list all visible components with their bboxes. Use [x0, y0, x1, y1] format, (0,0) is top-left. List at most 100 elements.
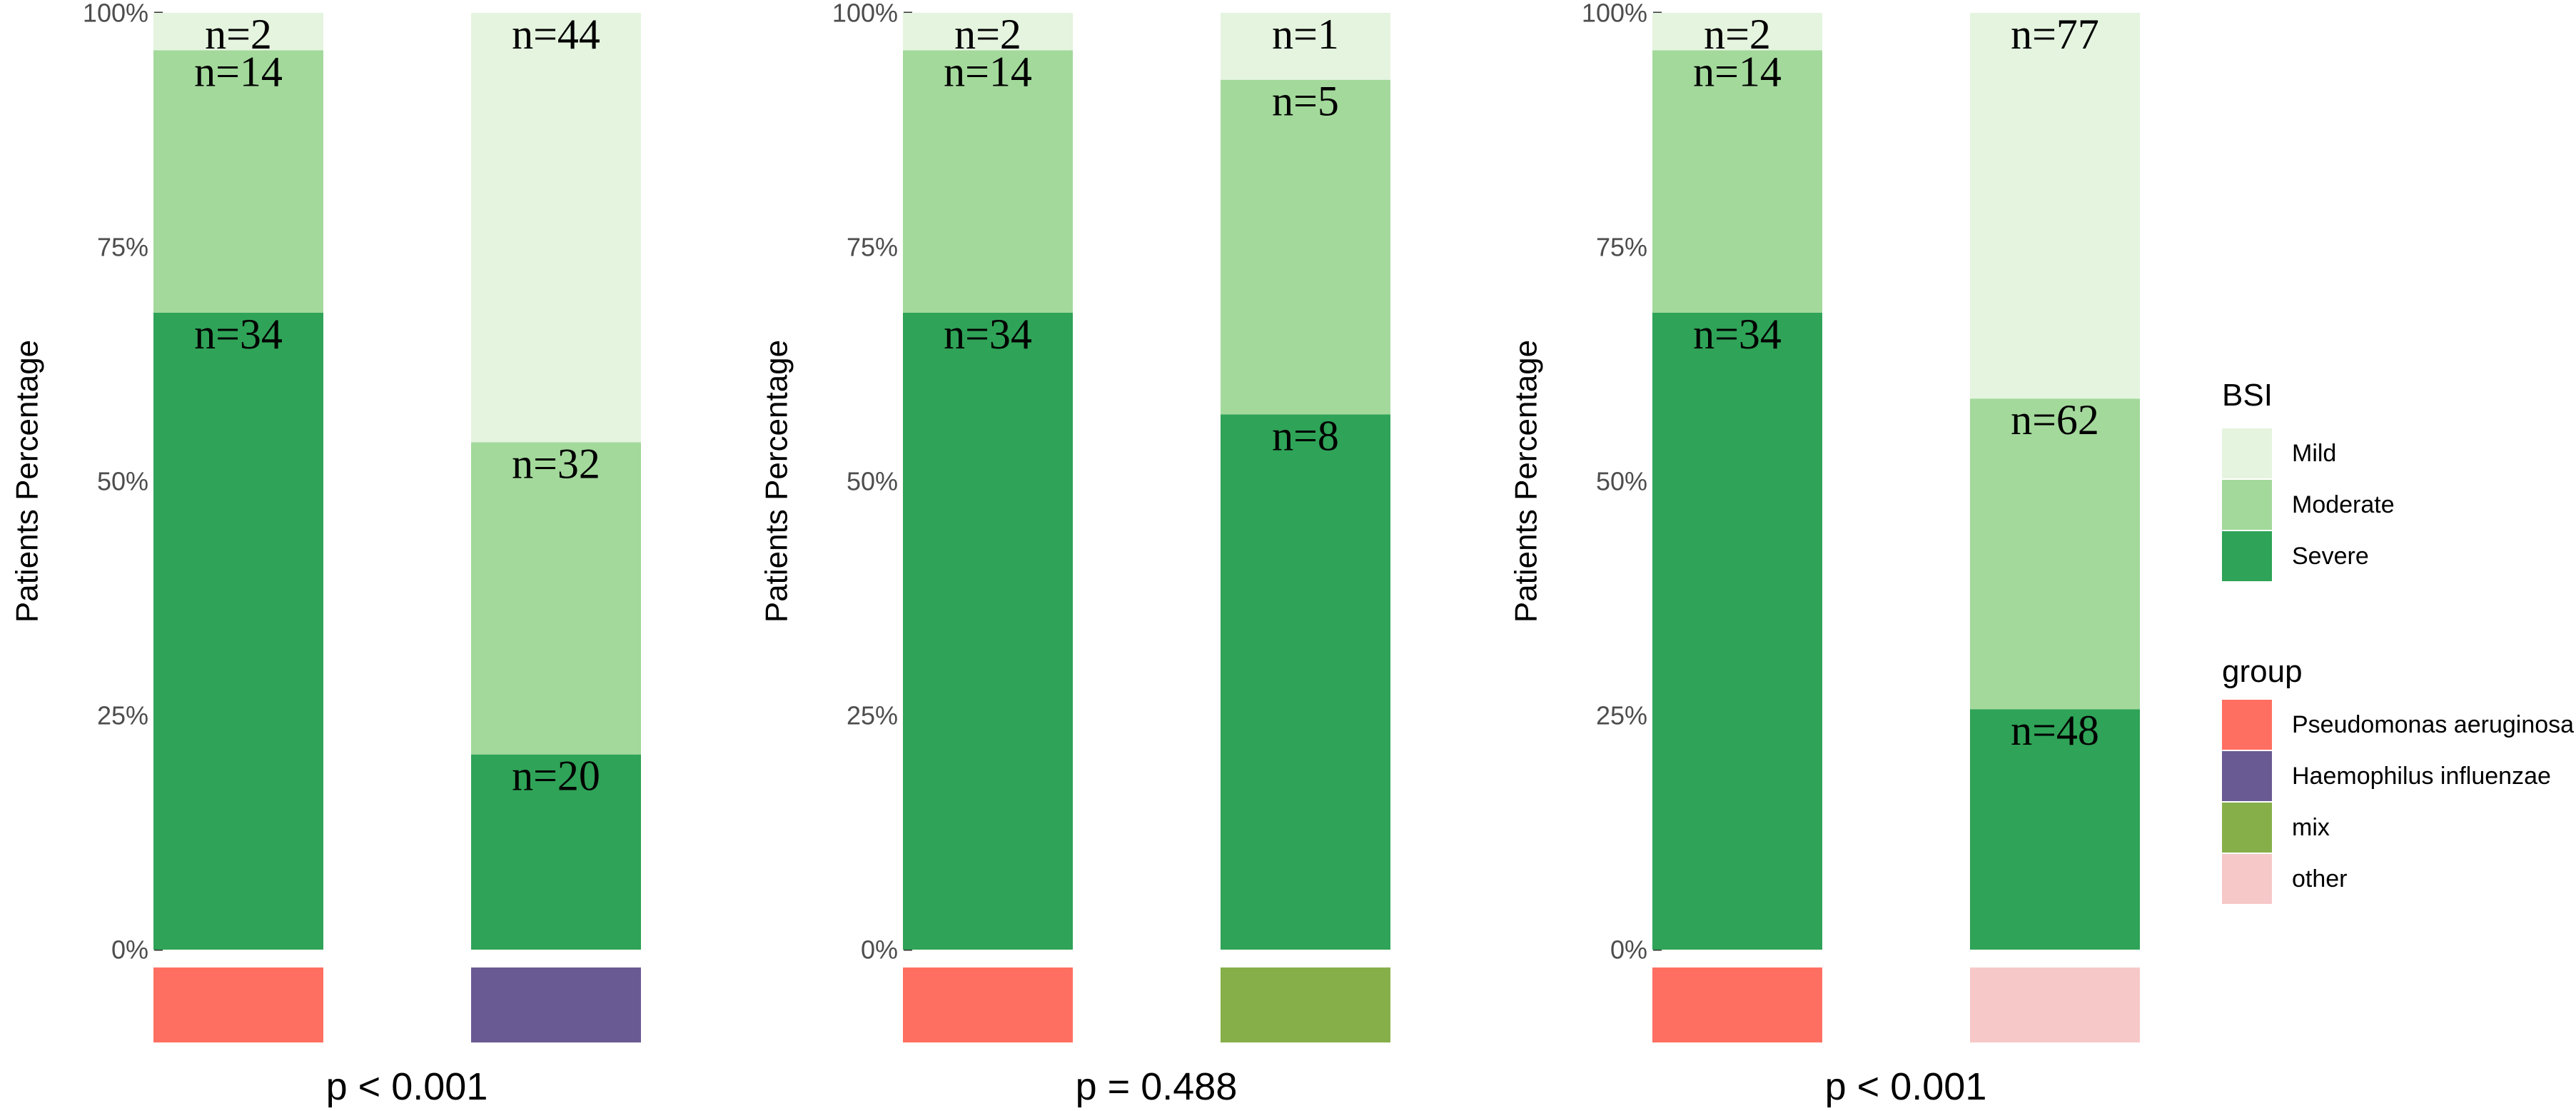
panels-layer: Patients Percentage0%25%50%75%100%n=34n=… [10, 0, 2140, 1108]
data-label-severe: n=34 [1693, 311, 1782, 358]
panel-1: Patients Percentage0%25%50%75%100%n=34n=… [10, 0, 641, 1108]
bar-segment-mild [1652, 13, 1822, 51]
bar-segment-mild [1970, 13, 2140, 399]
panel-3: Patients Percentage0%25%50%75%100%n=34n=… [1509, 0, 2140, 1108]
y-tick-label: 25% [1596, 701, 1647, 730]
legend-label: mix [2292, 814, 2330, 841]
bar-segment-mild [903, 13, 1073, 51]
legend-title: group [2222, 654, 2303, 689]
legend-label: Haemophilus influenzae [2292, 763, 2551, 790]
data-label-mild: n=2 [954, 11, 1021, 58]
legend-label: Mild [2292, 440, 2336, 467]
data-label-moderate: n=14 [944, 48, 1032, 95]
data-label-moderate: n=5 [1272, 78, 1339, 125]
legend-layer: BSI Mild Moderate Severe group Pseudomonas ae… [2222, 378, 2574, 904]
y-axis-label: Patients Percentage [1509, 340, 1544, 623]
y-tick-label: 0% [861, 935, 898, 965]
y-tick-label: 50% [1596, 467, 1647, 496]
legend-label: Severe [2292, 543, 2369, 570]
legend-item: Haemophilus influenzae [2222, 751, 2551, 801]
bar-segment-severe [471, 754, 641, 950]
bar-segment-moderate [903, 50, 1073, 313]
bar-segment-moderate [1970, 398, 2140, 710]
bar-segment-severe [1970, 709, 2140, 950]
y-tick-label: 100% [83, 0, 148, 28]
legend-key [2222, 480, 2272, 530]
y-axis-label: Patients Percentage [10, 340, 45, 623]
y-axis-label: Patients Percentage [759, 340, 794, 623]
data-label-mild: n=1 [1272, 11, 1339, 58]
group-strip [471, 967, 641, 1042]
group-strip [153, 967, 323, 1042]
bar-segment-moderate [471, 442, 641, 755]
bar-segment-moderate [1221, 79, 1390, 415]
bar-2: n=48 n=62 n=77 [1970, 11, 2140, 1042]
data-label-moderate: n=62 [2011, 396, 2099, 443]
legend-title: BSI [2222, 378, 2273, 413]
data-label-mild: n=2 [205, 11, 272, 58]
group-strip [1221, 967, 1390, 1042]
group-strip [903, 967, 1073, 1042]
bar-segment-mild [153, 13, 323, 51]
bar-segment-moderate [153, 50, 323, 313]
y-tick-label: 50% [847, 467, 898, 496]
legend-key [2222, 854, 2272, 904]
data-label-severe: n=8 [1272, 412, 1339, 459]
bar-segment-moderate [1652, 50, 1822, 313]
legend-key [2222, 751, 2272, 801]
bar-segment-severe [1652, 312, 1822, 950]
legend-group: group Pseudomonas aeruginosa Haemophilus i… [2222, 654, 2574, 904]
legend-key [2222, 803, 2272, 853]
legend-item: Pseudomonas aeruginosa [2222, 700, 2574, 750]
legend-label: other [2292, 865, 2348, 893]
bar-1: n=34 n=14n=2 [153, 11, 323, 1042]
p-value-label: p < 0.001 [326, 1065, 488, 1108]
y-tick-label: 0% [111, 935, 148, 965]
legend-item: Moderate [2222, 480, 2395, 530]
legend-item: mix [2222, 803, 2330, 853]
y-tick-label: 25% [97, 701, 148, 730]
legend-label: Pseudomonas aeruginosa [2292, 711, 2574, 738]
legend-item: other [2222, 854, 2348, 904]
data-label-mild: n=44 [512, 11, 600, 58]
group-strip [1970, 967, 2140, 1042]
group-strip [1652, 967, 1822, 1042]
data-label-moderate: n=14 [1693, 48, 1782, 95]
bar-2: n=20 n=32 n=44 [471, 11, 641, 1042]
y-tick-label: 75% [97, 233, 148, 262]
y-tick-label: 0% [1610, 935, 1647, 965]
data-label-mild: n=77 [2011, 11, 2099, 58]
bar-segment-severe [1221, 414, 1390, 950]
data-label-moderate: n=32 [512, 440, 600, 487]
y-tick-label: 100% [1582, 0, 1647, 28]
bar-2: n=8 n=5 n=1 [1221, 11, 1390, 1042]
y-tick-label: 75% [847, 233, 898, 262]
bar-segment-mild [471, 13, 641, 443]
legend-bsi: BSI Mild Moderate Severe [2222, 378, 2395, 581]
bar-segment-severe [903, 312, 1073, 950]
y-tick-label: 100% [832, 0, 898, 28]
bar-segment-severe [153, 312, 323, 950]
bar-1: n=34 n=14n=2 [1652, 11, 1822, 1042]
data-label-severe: n=34 [194, 311, 283, 358]
bar-segment-mild [1221, 13, 1390, 80]
legend-item: Severe [2222, 531, 2369, 581]
legend-key [2222, 428, 2272, 478]
y-tick-label: 50% [97, 467, 148, 496]
y-tick-label: 25% [847, 701, 898, 730]
data-label-severe: n=20 [512, 753, 600, 800]
panel-2: Patients Percentage0%25%50%75%100%n=34n=… [759, 0, 1390, 1108]
y-tick-label: 75% [1596, 233, 1647, 262]
legend-key [2222, 700, 2272, 750]
data-label-severe: n=48 [2011, 707, 2099, 754]
p-value-label: p < 0.001 [1825, 1065, 1987, 1108]
data-label-severe: n=34 [944, 311, 1032, 358]
legend-key [2222, 531, 2272, 581]
data-label-mild: n=2 [1704, 11, 1771, 58]
legend-item: Mild [2222, 428, 2336, 478]
data-label-moderate: n=14 [194, 48, 283, 95]
bar-1: n=34 n=14n=2 [903, 11, 1073, 1042]
legend-label: Moderate [2292, 491, 2395, 518]
p-value-label: p = 0.488 [1076, 1065, 1238, 1108]
